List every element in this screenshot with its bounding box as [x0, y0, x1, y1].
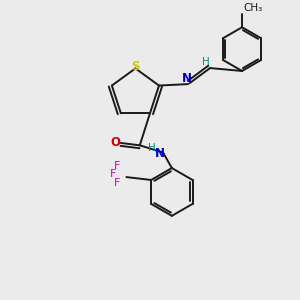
- Text: H: H: [148, 143, 156, 153]
- Text: F: F: [114, 178, 120, 188]
- Text: CH₃: CH₃: [244, 3, 263, 13]
- Text: S: S: [131, 60, 140, 73]
- Text: N: N: [154, 147, 165, 160]
- Text: F: F: [114, 161, 120, 171]
- Text: H: H: [202, 57, 209, 67]
- Text: F: F: [110, 169, 116, 178]
- Text: N: N: [182, 72, 192, 85]
- Text: O: O: [110, 136, 120, 149]
